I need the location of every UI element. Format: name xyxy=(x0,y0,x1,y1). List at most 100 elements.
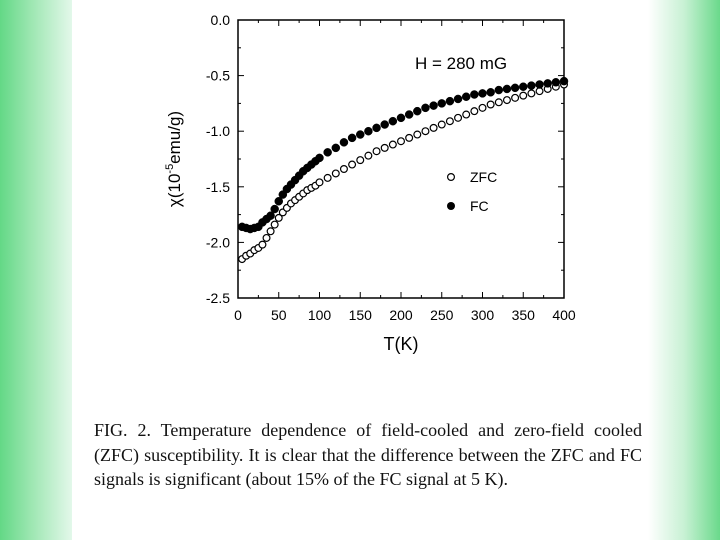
y-axis-label: χ(10-5emu/g) xyxy=(164,111,184,207)
zfc-data-point xyxy=(262,233,271,242)
zfc-data-point xyxy=(429,123,438,132)
zfc-data-point xyxy=(388,140,397,149)
fc-data-point xyxy=(315,153,324,163)
x-tick-label: 150 xyxy=(349,307,373,323)
fc-data-point xyxy=(527,81,536,90)
y-axis-label-suffix: emu/g) xyxy=(165,111,184,164)
zfc-data-point xyxy=(511,93,520,102)
x-tick-label: 400 xyxy=(552,307,576,323)
fc-data-point xyxy=(510,83,520,93)
zfc-data-point xyxy=(274,213,283,222)
data-points xyxy=(237,76,569,264)
zfc-data-point xyxy=(494,98,503,107)
x-tick-label: 50 xyxy=(271,307,287,323)
fc-data-point xyxy=(494,85,504,95)
zfc-data-point xyxy=(462,110,471,119)
fc-data-point xyxy=(372,123,381,133)
fc-data-point xyxy=(356,130,365,139)
fc-data-point xyxy=(461,92,471,101)
fc-data-point xyxy=(543,79,552,88)
y-tick-label: -0.5 xyxy=(206,68,230,84)
y-tick-label: 0.0 xyxy=(211,12,231,28)
zfc-data-point xyxy=(339,165,348,174)
zfc-data-point xyxy=(437,120,446,129)
zfc-data-point xyxy=(413,130,422,139)
y-tick-labels: 0.0 -0.5 -1.0 -1.5 -2.0 -2.5 xyxy=(206,12,230,306)
legend-zfc-marker xyxy=(447,173,456,182)
figure-caption: FIG. 2. Temperature dependence of field-… xyxy=(94,420,642,489)
fc-data-point xyxy=(437,99,446,108)
fc-data-point xyxy=(331,143,341,153)
fc-data-point xyxy=(445,96,455,106)
y-tick-label: -2.5 xyxy=(206,290,230,306)
zfc-data-point xyxy=(478,103,487,112)
susceptibility-chart: 0 50 100 150 200 250 300 350 400 0.0 -0.5 -1.0 -1.5… xyxy=(164,12,576,354)
zfc-data-point xyxy=(270,220,279,229)
zfc-data-point xyxy=(454,113,463,122)
plot-frame xyxy=(237,19,565,299)
legend-fc-marker xyxy=(447,202,455,210)
fc-data-point xyxy=(404,110,414,119)
zfc-data-point xyxy=(421,127,430,136)
fc-data-point xyxy=(421,103,430,113)
zfc-data-point xyxy=(380,143,389,152)
zfc-data-point xyxy=(445,117,454,126)
zfc-data-point xyxy=(364,151,373,160)
y-axis-label-exponent: -5 xyxy=(164,164,176,174)
zfc-data-point xyxy=(486,100,495,109)
zfc-data-point xyxy=(405,133,414,142)
fc-data-point xyxy=(429,101,438,110)
fc-data-point xyxy=(551,78,561,87)
fc-data-point xyxy=(478,89,487,98)
fc-data-point xyxy=(323,148,332,157)
fc-data-point xyxy=(388,116,398,126)
legend-zfc-label: ZFC xyxy=(470,169,497,185)
legend-fc-label: FC xyxy=(470,198,489,214)
fc-data-point xyxy=(502,84,512,94)
zfc-data-point xyxy=(356,156,365,165)
x-axis-label: T(K) xyxy=(384,334,419,354)
zfc-data-point xyxy=(519,91,528,100)
fc-data-point xyxy=(453,94,463,104)
fc-data-point xyxy=(413,106,422,116)
x-tick-label: 350 xyxy=(512,307,536,323)
zfc-data-point xyxy=(258,240,267,249)
fc-data-point xyxy=(274,197,283,206)
x-tick-label: 250 xyxy=(430,307,454,323)
fc-data-point xyxy=(535,80,544,89)
fc-data-point xyxy=(519,82,528,91)
zfc-data-point xyxy=(527,89,536,98)
fc-data-point xyxy=(270,204,279,214)
x-tick-label: 300 xyxy=(471,307,495,323)
fc-data-point xyxy=(266,211,275,220)
zfc-data-point xyxy=(470,107,479,116)
fc-data-point xyxy=(470,90,479,99)
y-tick-label: -1.5 xyxy=(206,179,230,195)
zfc-data-point xyxy=(331,169,340,178)
x-tick-label: 0 xyxy=(234,307,242,323)
y-axis-label-prefix: χ(10 xyxy=(165,174,184,208)
axis-ticks xyxy=(237,19,565,299)
y-tick-label: -2.0 xyxy=(206,234,230,250)
legend: ZFC FC xyxy=(447,169,497,214)
zfc-data-point xyxy=(348,160,357,169)
zfc-data-point xyxy=(535,87,544,96)
x-tick-label: 100 xyxy=(308,307,332,323)
zfc-data-point xyxy=(315,178,324,187)
right-decorative-bar xyxy=(648,0,720,540)
fc-data-point xyxy=(347,133,357,143)
zfc-data-point xyxy=(323,173,332,182)
x-tick-label: 200 xyxy=(389,307,413,323)
zfc-data-point xyxy=(266,227,275,236)
fc-data-point xyxy=(559,76,569,86)
x-tick-labels: 0 50 100 150 200 250 300 350 400 xyxy=(234,307,576,323)
zfc-data-point xyxy=(397,137,406,146)
fc-data-point xyxy=(339,138,349,147)
fc-data-point xyxy=(486,88,495,97)
fc-data-point xyxy=(364,126,373,136)
fc-data-point xyxy=(380,120,389,129)
zfc-data-point xyxy=(502,96,511,105)
left-decorative-bar xyxy=(0,0,72,540)
field-annotation: H = 280 mG xyxy=(415,54,507,73)
zfc-data-point xyxy=(372,147,381,156)
